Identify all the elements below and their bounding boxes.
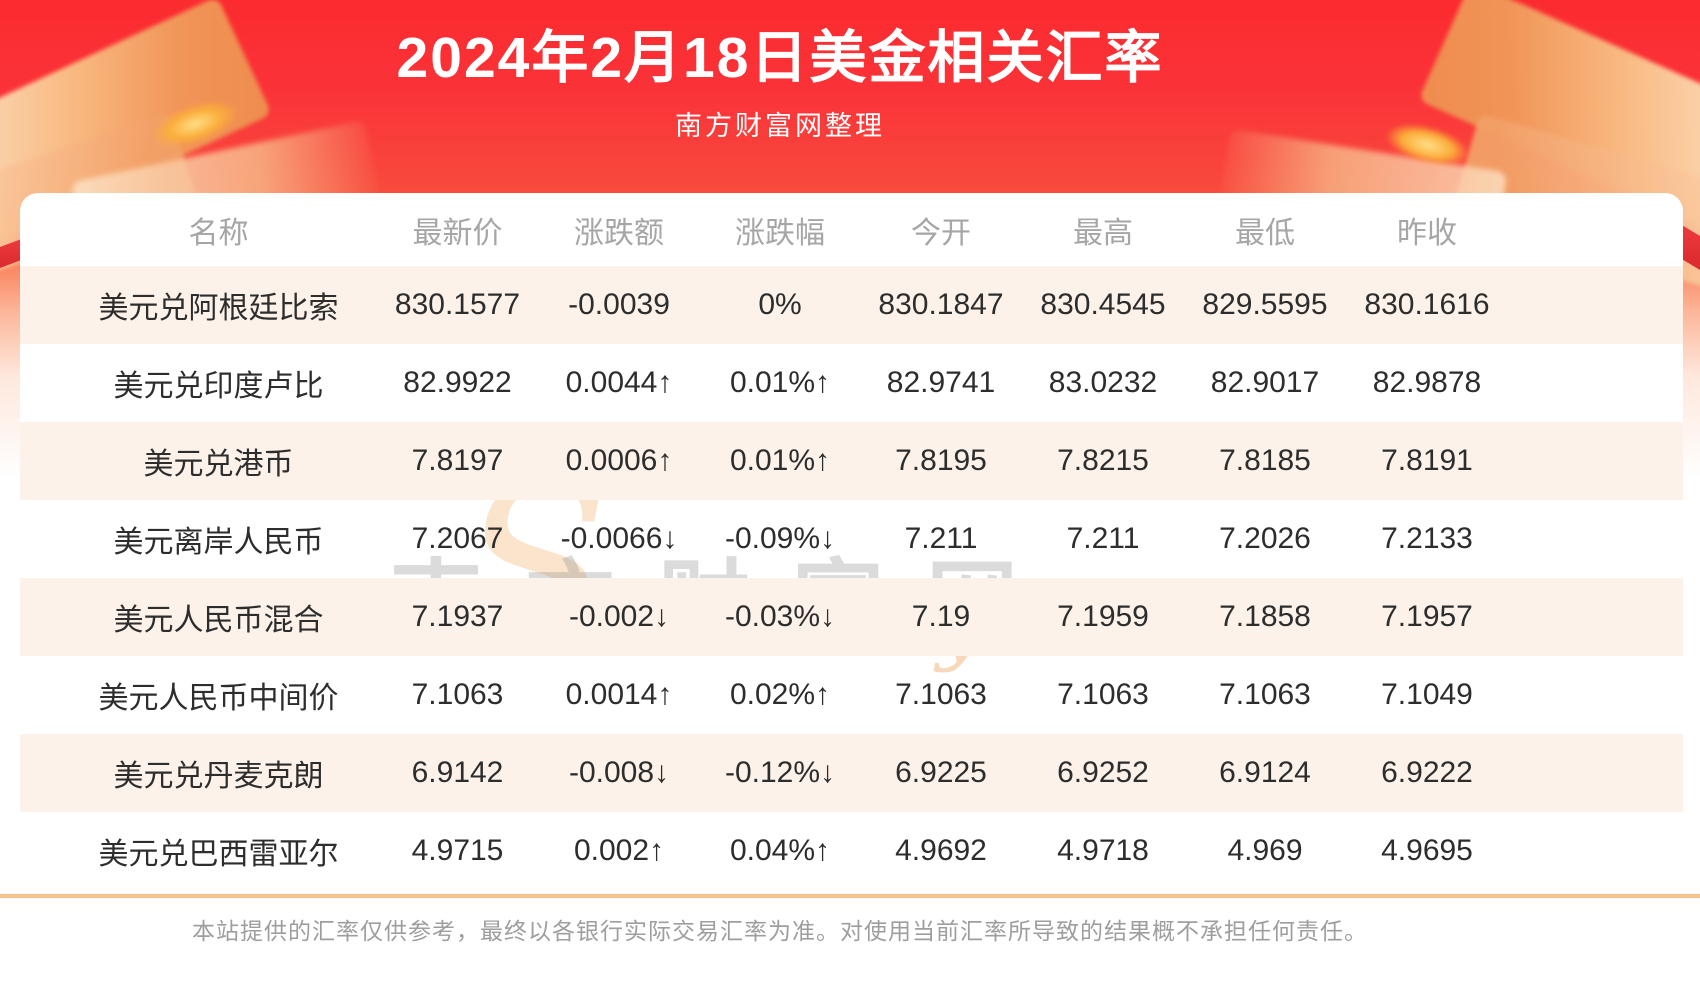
column-header-prev-close: 昨收: [1397, 216, 1457, 250]
table-row: 美元兑巴西雷亚尔 4.9715 0.002↑ 0.04%↑ 4.9692 4.9718 4.…: [20, 812, 1683, 890]
page-subtitle: 南方财富网整理: [675, 111, 885, 141]
cell-change-percent: -0.12%↓: [700, 734, 860, 812]
cell-change-percent: -0.03%↓: [700, 578, 860, 656]
cell-change-amount: 0.002↑: [573, 834, 665, 867]
cell-spacer: [1508, 422, 1683, 500]
column-header-name: 名称: [188, 216, 249, 250]
cell-low-price: 7.1063: [1219, 678, 1311, 711]
table-row: 美元人民币中间价 7.1063 0.0014↑ 0.02%↑ 7.1063 7.1063 7…: [20, 656, 1683, 734]
cell-change-percent: -0.09%↓: [724, 522, 836, 555]
cell-pair-name: 美元兑港币: [20, 422, 377, 500]
table-row: 美元离岸人民币 7.2067 -0.0066↓ -0.09%↓ 7.211 7.211 7.…: [20, 500, 1683, 578]
cell-open-price: 7.8195: [860, 422, 1022, 500]
footer-separator-line: [0, 894, 1700, 898]
rates-table-body: 美元兑阿根廷比索 830.1577 -0.0039 0% 830.1847 830.454…: [20, 266, 1683, 890]
table-row: 美元人民币混合 7.1937 -0.002↓ -0.03%↓ 7.19 7.1959 7.1…: [20, 578, 1683, 656]
cell-low-price: 7.2026: [1219, 522, 1311, 555]
page-title: 2024年2月18日美金相关汇率: [396, 26, 1164, 90]
cell-change-percent: 0.02%↑: [729, 678, 831, 711]
cell-open-price: 6.9225: [860, 734, 1022, 812]
cell-low-price: 7.1858: [1184, 578, 1346, 656]
cell-pair-name: 美元人民币中间价: [98, 682, 339, 715]
cell-change-amount: -0.002↓: [538, 578, 700, 656]
cell-high-price: 83.0232: [1048, 366, 1158, 399]
cell-change-amount: -0.0039: [538, 266, 700, 344]
cell-spacer: [1508, 656, 1683, 734]
cell-open-price: 7.1063: [895, 678, 987, 711]
cell-pair-name: 美元兑巴西雷亚尔: [98, 838, 339, 871]
cell-change-percent: 0.04%↑: [729, 834, 831, 867]
cell-prev-close: 4.9695: [1381, 834, 1473, 867]
cell-prev-close: 82.9878: [1372, 366, 1482, 399]
cell-open-price: 7.19: [860, 578, 1022, 656]
cell-high-price: 7.1063: [1057, 678, 1149, 711]
cell-change-amount: 0.0044↑: [565, 366, 673, 399]
column-header-low: 最低: [1235, 216, 1295, 250]
cell-change-amount: -0.008↓: [538, 734, 700, 812]
cell-change-percent: 0.01%↑: [700, 422, 860, 500]
cell-low-price: 82.9017: [1210, 366, 1320, 399]
cell-latest-price: 7.8197: [377, 422, 538, 500]
cell-prev-close: 830.1616: [1346, 266, 1508, 344]
cell-change-percent: 0.01%↑: [729, 366, 831, 399]
column-header-spacer: [1508, 193, 1683, 266]
cell-change-amount: 0.0006↑: [538, 422, 700, 500]
cell-latest-price: 7.2067: [411, 522, 504, 555]
banner: 2024年2月18日美金相关汇率 南方财富网整理: [20, 0, 1540, 140]
cell-prev-close: 7.2133: [1381, 522, 1473, 555]
cell-latest-price: 82.9922: [403, 366, 512, 399]
cell-pair-name: 美元兑印度卢比: [113, 370, 324, 403]
column-header-latest-price: 最新价: [412, 216, 503, 250]
cell-change-percent: 0%: [700, 266, 860, 344]
cell-open-price: 830.1847: [860, 266, 1022, 344]
cell-prev-close: 7.1049: [1381, 678, 1473, 711]
table-row: 美元兑丹麦克朗 6.9142 -0.008↓ -0.12%↓ 6.9225 6.9252 6…: [20, 734, 1683, 812]
column-header-high: 最高: [1073, 216, 1133, 250]
cell-spacer: [1508, 812, 1683, 890]
cell-pair-name: 美元兑丹麦克朗: [20, 734, 377, 812]
cell-spacer: [1508, 266, 1683, 344]
table-row: 美元兑港币 7.8197 0.0006↑ 0.01%↑ 7.8195 7.8215 7.81…: [20, 422, 1683, 500]
column-header-change-percent: 涨跌幅: [735, 216, 825, 250]
cell-high-price: 7.211: [1066, 522, 1140, 555]
cell-latest-price: 4.9715: [411, 834, 504, 867]
table-row: 美元兑阿根廷比索 830.1577 -0.0039 0% 830.1847 830.454…: [20, 266, 1683, 344]
cell-high-price: 7.1959: [1022, 578, 1184, 656]
cell-prev-close: 6.9222: [1346, 734, 1508, 812]
cell-change-amount: -0.0066↓: [560, 522, 678, 555]
cell-pair-name: 美元离岸人民币: [113, 526, 324, 559]
cell-low-price: 7.8185: [1184, 422, 1346, 500]
cell-pair-name: 美元人民币混合: [20, 578, 377, 656]
cell-pair-name: 美元兑阿根廷比索: [20, 266, 377, 344]
cell-latest-price: 7.1063: [411, 678, 504, 711]
cell-spacer: [1508, 500, 1683, 578]
footer-disclaimer: 本站提供的汇率仅供参考，最终以各银行实际交易汇率为准。对使用当前汇率所导致的结果…: [192, 918, 1368, 944]
cell-spacer: [1508, 344, 1683, 422]
cell-prev-close: 7.8191: [1346, 422, 1508, 500]
rates-card: S 南方财富网 outhmoney.com 名称 最新价 涨跌额 涨跌幅 今开 …: [20, 193, 1683, 890]
cell-high-price: 4.9718: [1057, 834, 1149, 867]
cell-spacer: [1508, 578, 1683, 656]
cell-low-price: 829.5595: [1184, 266, 1346, 344]
column-header-open: 今开: [911, 216, 971, 250]
table-row: 美元兑印度卢比 82.9922 0.0044↑ 0.01%↑ 82.9741 83.023…: [20, 344, 1683, 422]
cell-change-amount: 0.0014↑: [565, 678, 673, 711]
cell-latest-price: 7.1937: [377, 578, 538, 656]
cell-latest-price: 6.9142: [377, 734, 538, 812]
cell-low-price: 6.9124: [1184, 734, 1346, 812]
cell-high-price: 830.4545: [1022, 266, 1184, 344]
cell-high-price: 6.9252: [1022, 734, 1184, 812]
cell-prev-close: 7.1957: [1346, 578, 1508, 656]
table-header-row: 名称 最新价 涨跌额 涨跌幅 今开 最高 最低 昨收: [20, 193, 1683, 266]
cell-latest-price: 830.1577: [377, 266, 538, 344]
cell-open-price: 4.9692: [895, 834, 987, 867]
column-header-change-amount: 涨跌额: [574, 216, 664, 250]
cell-low-price: 4.969: [1227, 834, 1303, 867]
cell-open-price: 7.211: [904, 522, 978, 555]
cell-spacer: [1508, 734, 1683, 812]
rates-table: 名称 最新价 涨跌额 涨跌幅 今开 最高 最低 昨收 美元兑阿根廷比索 830.1…: [20, 193, 1683, 890]
cell-high-price: 7.8215: [1022, 422, 1184, 500]
cell-open-price: 82.9741: [886, 366, 996, 399]
